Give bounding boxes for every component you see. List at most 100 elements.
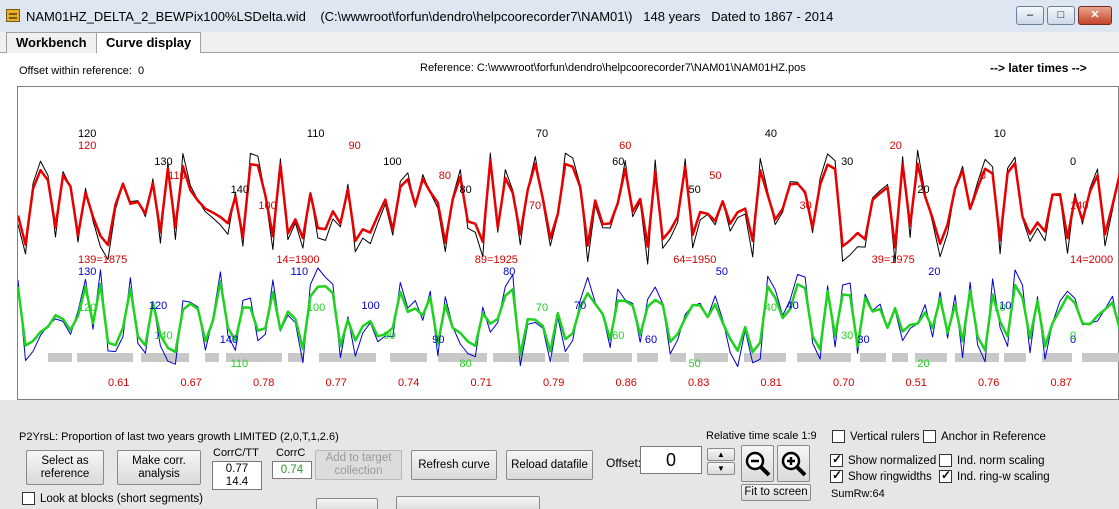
curve-plot[interactable]: 120 130 140 110 100 80 70 60 50 40 30 20 10 0 120 110 10…	[17, 86, 1119, 400]
select-reference-button[interactable]: Select as reference	[26, 450, 104, 485]
reload-datafile-button[interactable]: Reload datafile	[506, 450, 593, 480]
segment-block	[1004, 353, 1026, 362]
ind-ringw-scaling-checkbox[interactable]: Ind. ring-w scaling	[939, 468, 1050, 483]
dated-range: Dated to 1867 - 2014	[711, 9, 834, 24]
green-value-label: 20	[917, 358, 929, 370]
later-times-button[interactable]: --> later times -->	[990, 61, 1087, 75]
segment-block	[1082, 353, 1119, 362]
reference-value-label: 50	[688, 184, 700, 196]
corrc-tt-label: CorrC/TT	[213, 447, 259, 459]
sample-ringwidth-curve	[18, 158, 1119, 249]
sample-value-label: 120	[78, 140, 96, 152]
blue-value-label: 50	[716, 266, 728, 278]
reference-value-label: 120	[78, 128, 96, 140]
blue-value-label: 60	[645, 334, 657, 346]
zoom-in-button[interactable]	[777, 445, 810, 482]
segment-block	[141, 353, 189, 362]
sample-value-label: 30	[799, 200, 811, 212]
correlation-value: 0.79	[543, 377, 564, 389]
correlation-value: 0.76	[978, 377, 999, 389]
year-label: 14=1900	[276, 254, 319, 266]
corrc-tt-value-2: 14.4	[225, 476, 249, 488]
file-path: (C:\wwwroot\forfun\dendro\helpcoorecorde…	[320, 9, 633, 24]
sample-value-label: 140	[1070, 200, 1088, 212]
sample-value-label: 110	[168, 170, 186, 182]
sample-value-label: 50	[709, 170, 721, 182]
zoom-out-button[interactable]	[741, 445, 774, 482]
title-bar: NAM01HZ_DELTA_2_BEWPix100%LSDelta.wid (C…	[0, 0, 1119, 32]
correlation-value: 0.77	[326, 377, 347, 389]
ind-ringw-scaling-box[interactable]	[939, 468, 952, 483]
green-value-label: 120	[78, 302, 96, 314]
anchor-reference-checkbox[interactable]: Anchor in Reference	[923, 430, 1046, 443]
ind-norm-scaling-box[interactable]	[939, 454, 952, 467]
partial-button-1[interactable]	[316, 498, 378, 509]
anchor-reference-box[interactable]	[923, 430, 936, 443]
maximize-button[interactable]: □	[1047, 6, 1075, 25]
corrc-field: 0.74	[272, 461, 312, 479]
segment-block	[670, 353, 686, 362]
segment-block	[694, 353, 728, 362]
green-value-label: 80	[460, 358, 472, 370]
make-corr-analysis-button[interactable]: Make corr. analysis	[117, 450, 201, 485]
p2yrs-info: P2YrsL: Proportion of last two years gro…	[19, 431, 339, 443]
tab-curve-display[interactable]: Curve display	[96, 32, 202, 54]
segment-block	[955, 353, 999, 362]
years-count: 148 years	[643, 9, 701, 24]
segment-block	[552, 353, 569, 362]
reference-value-label: 80	[460, 184, 472, 196]
tab-workbench[interactable]: Workbench	[6, 32, 97, 53]
add-to-target-button[interactable]: Add to target collection	[315, 450, 402, 480]
look-at-blocks-label: Look at blocks (short segments)	[40, 492, 203, 505]
segment-block	[438, 353, 487, 362]
offset-up-button[interactable]: ▲	[707, 448, 735, 461]
offset-down-button[interactable]: ▼	[707, 462, 735, 475]
partial-button-2[interactable]	[396, 496, 540, 509]
anchor-reference-label: Anchor in Reference	[941, 430, 1046, 443]
blue-value-label: 100	[361, 300, 379, 312]
segment-block	[390, 353, 427, 362]
segment-block	[319, 353, 376, 362]
vertical-rulers-checkbox[interactable]: Vertical rulers	[832, 430, 920, 443]
correlation-value: 0.78	[253, 377, 274, 389]
offset-within-reference-value: 0	[138, 65, 145, 77]
reference-path: Reference: C:\wwwroot\forfun\dendro\help…	[420, 62, 806, 74]
show-normalized-checkbox[interactable]: Show normalized	[830, 452, 936, 467]
maximize-icon: □	[1057, 9, 1065, 21]
relative-time-scale: Relative time scale 1:9	[706, 430, 817, 442]
correlation-value: 0.67	[181, 377, 202, 389]
green-value-label: 70	[536, 302, 548, 314]
look-at-blocks-box[interactable]	[22, 492, 35, 505]
show-normalized-box[interactable]	[830, 452, 843, 467]
year-label: 39=1975	[872, 254, 915, 266]
vertical-rulers-box[interactable]	[832, 430, 845, 443]
zoom-in-icon	[781, 451, 806, 476]
offset-input[interactable]: 0	[640, 446, 702, 474]
minimize-button[interactable]: –	[1016, 6, 1044, 25]
year-label: 139=1875	[78, 254, 127, 266]
look-at-blocks-checkbox[interactable]: Look at blocks (short segments)	[22, 492, 203, 505]
blue-value-label: 90	[432, 334, 444, 346]
segment-block	[892, 353, 908, 362]
offset-within-reference-label: Offset within reference:	[19, 65, 132, 77]
sample-value-label: 70	[529, 200, 541, 212]
reference-value-label: 100	[383, 156, 401, 168]
reference-value-label: 70	[536, 128, 548, 140]
reference-value-label: 40	[765, 128, 777, 140]
show-ringwidths-checkbox[interactable]: Show ringwidths	[830, 468, 932, 483]
green-value-label: 110	[231, 358, 249, 370]
segment-block	[77, 353, 133, 362]
ind-norm-scaling-checkbox[interactable]: Ind. norm scaling	[939, 454, 1045, 467]
close-button[interactable]: ✕	[1078, 6, 1112, 25]
reference-value-label: 60	[612, 156, 624, 168]
year-label: 64=1950	[673, 254, 716, 266]
show-ringwidths-box[interactable]	[830, 468, 843, 483]
refresh-curve-button[interactable]: Refresh curve	[411, 450, 497, 480]
correlation-value: 0.83	[688, 377, 709, 389]
corrc-tt-field: 0.77 14.4	[212, 461, 262, 490]
fit-to-screen-button[interactable]: Fit to screen	[741, 484, 811, 501]
segment-block	[288, 353, 304, 362]
reference-normalized-curve	[18, 267, 1119, 367]
correlation-value: 0.70	[833, 377, 854, 389]
blue-value-label: 40	[787, 300, 799, 312]
